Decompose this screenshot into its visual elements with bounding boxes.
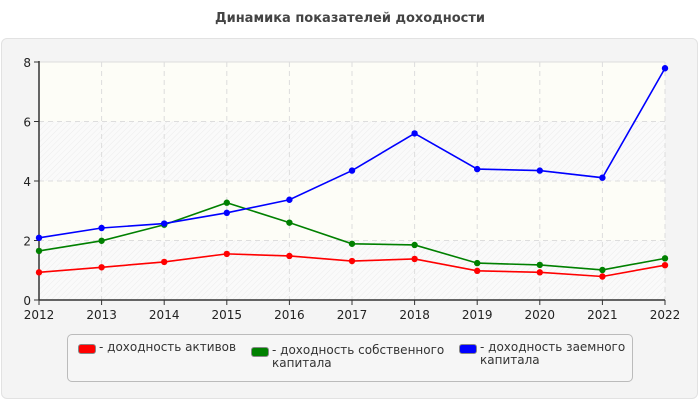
legend-label: - доходность собственного капитала <box>272 343 445 370</box>
data-point <box>348 257 356 265</box>
data-point <box>161 220 168 227</box>
x-tick-label: 2021 <box>587 308 618 322</box>
x-tick-label: 2015 <box>212 308 243 322</box>
data-point <box>348 240 356 247</box>
data-point <box>599 266 606 274</box>
data-point <box>599 273 606 280</box>
data-point <box>661 261 669 269</box>
x-tick-label: 2017 <box>337 308 368 322</box>
legend-swatch <box>78 344 96 354</box>
data-point <box>223 250 230 258</box>
data-point <box>474 165 481 173</box>
data-point <box>474 267 481 275</box>
data-point <box>536 269 543 276</box>
x-tick-label: 2016 <box>274 308 305 322</box>
data-point <box>474 259 481 267</box>
legend: - доходность активов - доходность собств… <box>67 334 633 382</box>
data-point <box>348 167 356 174</box>
legend-swatch <box>251 347 269 357</box>
data-point <box>411 130 418 137</box>
legend-swatch <box>459 344 477 354</box>
data-point <box>411 255 418 263</box>
data-point <box>98 224 105 232</box>
data-point <box>661 255 669 262</box>
legend-item-assets: - доходность активов <box>78 341 248 354</box>
data-point <box>223 199 230 206</box>
x-tick-label: 2020 <box>525 308 556 322</box>
data-point <box>35 234 43 242</box>
y-tick-label: 0 <box>23 294 31 308</box>
y-tick-label: 2 <box>23 235 31 249</box>
data-point <box>223 209 230 217</box>
legend-item-debt: - доходность заемного капитала <box>459 341 629 367</box>
data-point <box>286 252 293 260</box>
data-point <box>411 241 418 249</box>
legend-label: - доходность заемного капитала <box>480 340 626 367</box>
data-point <box>599 174 606 181</box>
y-tick-label: 8 <box>23 56 31 70</box>
legend-item-equity: - доходность собственного капитала <box>251 344 451 370</box>
data-point <box>286 196 293 203</box>
legend-label: - доходность активов <box>99 340 237 354</box>
data-point <box>286 219 293 226</box>
data-point <box>35 247 43 255</box>
x-tick-label: 2013 <box>86 308 117 322</box>
x-tick-label: 2022 <box>650 308 681 322</box>
chart-title: Динамика показателей доходности <box>215 11 485 26</box>
data-point <box>161 258 168 266</box>
data-point <box>35 269 43 276</box>
x-tick-label: 2019 <box>462 308 493 322</box>
y-tick-label: 6 <box>23 116 31 130</box>
x-tick-label: 2018 <box>399 308 430 322</box>
data-point <box>536 261 543 269</box>
data-point <box>98 264 105 271</box>
x-tick-label: 2014 <box>149 308 180 322</box>
x-tick-label: 2012 <box>24 308 55 322</box>
data-point <box>661 65 669 72</box>
data-point <box>536 167 543 174</box>
data-point <box>98 237 105 244</box>
y-tick-label: 4 <box>23 175 31 189</box>
